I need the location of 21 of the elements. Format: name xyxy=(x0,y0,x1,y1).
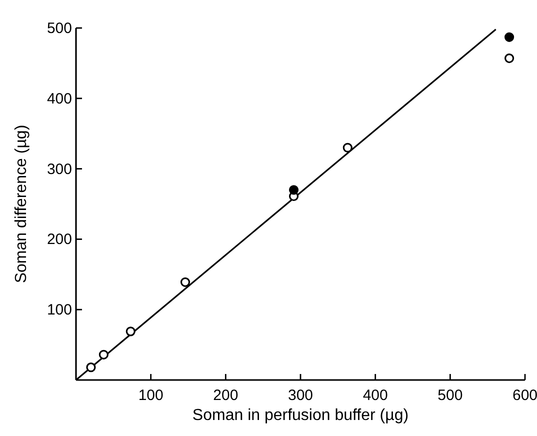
point xyxy=(504,53,514,64)
x-axis-title: Soman in perfusion buffer (µg) xyxy=(192,407,409,424)
point xyxy=(288,185,299,195)
point xyxy=(98,350,108,360)
point xyxy=(126,326,136,336)
x-tick-label: 300 xyxy=(288,387,314,404)
point xyxy=(342,142,352,152)
y-tick-label: 400 xyxy=(46,90,72,108)
point xyxy=(504,32,514,42)
point xyxy=(180,277,190,287)
y-axis-title: Soman difference (µg) xyxy=(13,124,30,284)
x-tick-label: 100 xyxy=(138,387,164,404)
y-tick-label: 200 xyxy=(46,231,72,248)
point xyxy=(86,362,96,372)
y-tick-label: 100 xyxy=(46,302,72,319)
x-tick-label: 600 xyxy=(512,387,537,404)
x-tick-label: 500 xyxy=(438,387,463,404)
y-tick-label: 300 xyxy=(46,160,72,178)
x-tick-label: 400 xyxy=(362,387,388,404)
y-tick-label: 500 xyxy=(46,20,72,37)
x-tick-label: 200 xyxy=(213,387,238,404)
